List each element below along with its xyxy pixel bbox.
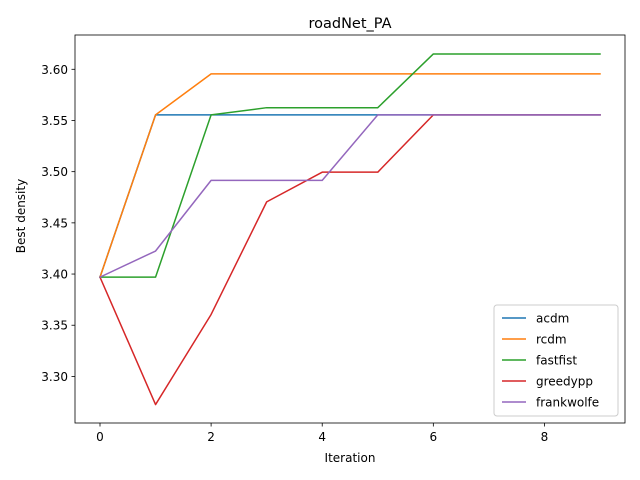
y-tick-label: 3.60 [41, 63, 68, 77]
legend-label-fastfist: fastfist [536, 354, 577, 368]
legend-label-acdm: acdm [536, 312, 569, 326]
y-axis-label: Best density [14, 179, 28, 253]
y-tick-label: 3.55 [41, 114, 68, 128]
y-tick-label: 3.45 [41, 216, 68, 230]
x-axis-label: Iteration [325, 451, 376, 465]
y-axis: 3.30 3.35 3.40 3.45 3.50 3.55 3.60 [41, 63, 75, 384]
legend-label-rcdm: rcdm [536, 333, 567, 347]
x-tick-label: 0 [96, 430, 104, 444]
legend-label-frankwolfe: frankwolfe [536, 396, 599, 410]
series-line-fastfist [99, 53, 601, 278]
legend: acdm rcdm fastfist greedypp frankwolfe [493, 304, 619, 417]
legend-box [493, 304, 619, 417]
y-tick-label: 3.40 [41, 268, 68, 282]
x-axis: 0 2 4 6 8 [96, 423, 548, 444]
series-lines [99, 53, 601, 406]
x-tick-label: 6 [430, 430, 438, 444]
chart-title: roadNet_PA [308, 16, 391, 32]
y-tick-label: 3.30 [41, 370, 68, 384]
series-line-rcdm [99, 73, 601, 279]
x-tick-label: 8 [541, 430, 549, 444]
y-tick-label: 3.50 [41, 165, 68, 179]
x-tick-label: 4 [318, 430, 326, 444]
x-tick-label: 2 [207, 430, 215, 444]
y-tick-label: 3.35 [41, 319, 68, 333]
legend-label-greedypp: greedypp [536, 375, 593, 389]
series-line-frankwolfe [99, 114, 601, 279]
